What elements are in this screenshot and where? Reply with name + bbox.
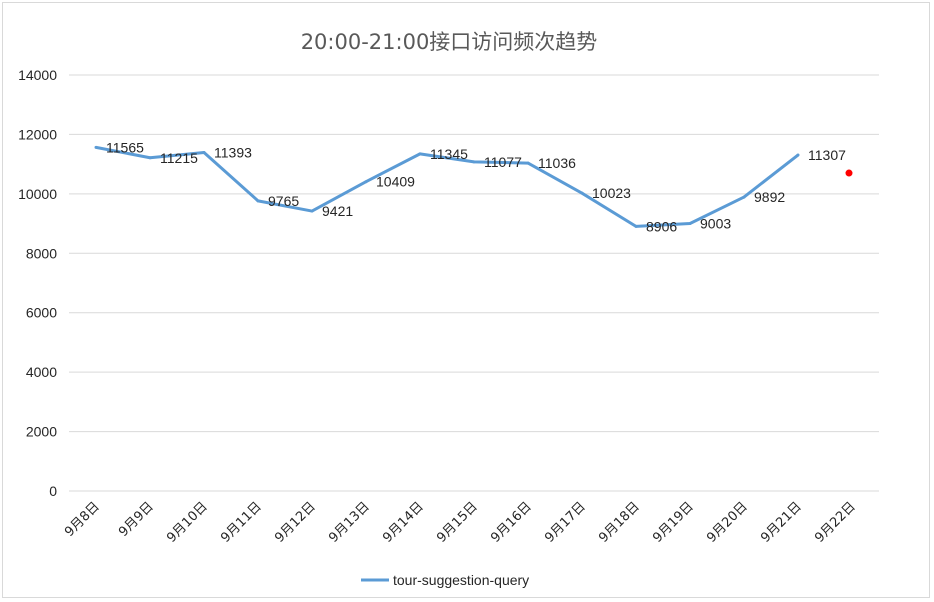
- x-tick-label: 9月18日: [596, 499, 643, 546]
- data-point: [634, 224, 638, 228]
- legend-series-label: tour-suggestion-query: [393, 572, 529, 588]
- data-point: [418, 152, 422, 156]
- x-tick-label: 9月15日: [434, 499, 481, 546]
- data-point: [148, 156, 152, 160]
- line-chart: 20:00-21:00接口访问频次趋势 0 2000 4000 6000 8000 100…: [18, 30, 879, 588]
- x-tick-label: 9月8日: [62, 499, 103, 540]
- data-label: 11565: [106, 139, 144, 155]
- y-tick-label: 14000: [18, 67, 57, 83]
- data-label: 9765: [268, 193, 299, 209]
- x-tick-label: 9月9日: [116, 499, 157, 540]
- y-tick-label: 8000: [26, 245, 57, 261]
- data-point: [310, 209, 314, 213]
- y-tick-label: 6000: [26, 305, 57, 321]
- x-tick-label: 9月20日: [704, 499, 751, 546]
- data-point: [580, 191, 584, 195]
- data-label: 11393: [214, 144, 252, 160]
- y-axis-ticks: 0 2000 4000 6000 8000 10000 12000 14000: [18, 67, 57, 499]
- x-tick-label: 9月12日: [272, 499, 319, 546]
- y-tick-label: 12000: [18, 126, 57, 142]
- data-label: 11215: [160, 150, 198, 166]
- data-label: 11345: [430, 146, 468, 162]
- y-tick-label: 4000: [26, 364, 57, 380]
- x-tick-label: 9月21日: [758, 499, 805, 546]
- x-tick-label: 9月14日: [380, 499, 427, 546]
- data-point: [742, 195, 746, 199]
- x-tick-label: 9月13日: [326, 499, 373, 546]
- y-tick-label: 2000: [26, 424, 57, 440]
- legend: tour-suggestion-query: [361, 572, 529, 588]
- extra-point: [845, 169, 853, 177]
- data-label: 9421: [322, 203, 353, 219]
- data-label: 11036: [538, 155, 576, 171]
- x-tick-label: 9月11日: [218, 499, 265, 546]
- data-point: [796, 153, 800, 157]
- data-point: [472, 160, 476, 164]
- series-layer: [94, 145, 800, 228]
- x-tick-label: 9月10日: [164, 499, 211, 546]
- data-label: 11077: [484, 154, 522, 170]
- chart-title: 20:00-21:00接口访问频次趋势: [301, 30, 598, 54]
- data-point: [688, 221, 692, 225]
- y-tick-label: 0: [49, 483, 57, 499]
- data-point: [256, 199, 260, 203]
- data-label: 10409: [376, 174, 415, 190]
- y-tick-label: 10000: [18, 186, 57, 202]
- x-axis-ticks: 9月8日 9月9日 9月10日 9月11日 9月12日 9月13日 9月14日 9月15日 9月…: [62, 499, 859, 546]
- x-tick-label: 9月16日: [488, 499, 535, 546]
- data-label: 10023: [592, 185, 631, 201]
- extra-points: [845, 169, 853, 177]
- x-tick-label: 9月19日: [650, 499, 697, 546]
- data-label: 9003: [700, 215, 731, 231]
- data-point: [526, 161, 530, 165]
- data-label: 8906: [646, 218, 677, 234]
- series-line: [95, 145, 799, 228]
- x-tick-label: 9月17日: [542, 499, 589, 546]
- data-label: 11307: [808, 147, 846, 163]
- data-label: 9892: [754, 189, 785, 205]
- data-labels: 11565 11215 11393 9765 9421 10409 11345 11077 11…: [106, 139, 846, 234]
- data-point: [364, 180, 368, 184]
- x-tick-label: 9月22日: [812, 499, 859, 546]
- grid-lines: [69, 74, 879, 492]
- data-point: [94, 145, 98, 149]
- data-point: [202, 150, 206, 154]
